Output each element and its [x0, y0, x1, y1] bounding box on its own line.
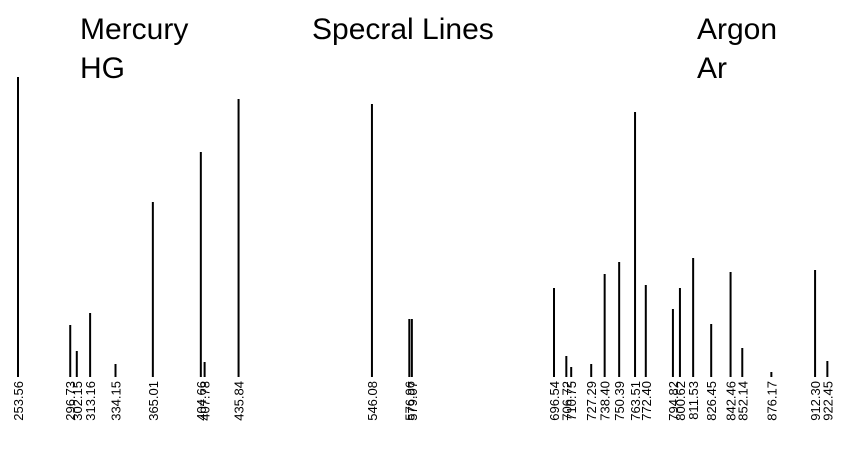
argon-group-symbol: Ar	[697, 52, 727, 85]
chart-title: Specral Lines	[312, 13, 494, 46]
mercury-group-name: Mercury	[80, 13, 188, 46]
tick-label-842-46: 842.46	[724, 381, 739, 421]
tick-label-794-82: 794.82	[666, 381, 681, 421]
argon-group-name: Argon	[697, 13, 777, 46]
tick-label-710-75: 710.75	[564, 381, 579, 421]
tick-label-811-53: 811.53	[686, 381, 701, 420]
tick-label-772-40: 772.40	[639, 381, 654, 421]
mercury-group-symbol: HG	[80, 52, 125, 85]
tick-label-576-96: 576.96	[402, 381, 417, 421]
tick-label-876-17: 876.17	[764, 381, 779, 421]
tick-label-922-45: 922.45	[820, 381, 835, 421]
tick-label-727-29: 727.29	[584, 381, 599, 421]
tick-label-826-45: 826.45	[704, 381, 719, 421]
tick-label-435-84: 435.84	[232, 381, 247, 421]
tick-label-852-14: 852.14	[735, 381, 750, 421]
tick-label-912-30: 912.30	[808, 381, 823, 421]
tick-label-579-07: 579.07	[405, 381, 420, 421]
tick-label-738-40: 738.40	[598, 381, 613, 421]
tick-label-404-66: 404.66	[194, 381, 209, 421]
tick-label-750-39: 750.39	[612, 381, 627, 421]
tick-label-800-62: 800.62	[673, 381, 688, 421]
tick-label-407-78: 407.78	[198, 381, 213, 421]
tick-label-763-51: 763.51	[628, 381, 643, 421]
tick-label-313-16: 313.16	[83, 381, 98, 421]
tick-label-302-15: 302.15	[70, 381, 85, 421]
tick-label-706-72: 706.72	[559, 381, 574, 421]
tick-label-546-08: 546.08	[365, 381, 380, 421]
tick-label-253-56: 253.56	[11, 381, 26, 421]
tick-label-296-73: 296.73	[63, 381, 78, 421]
tick-label-365-01: 365.01	[146, 381, 161, 421]
tick-label-334-15: 334.15	[109, 381, 124, 421]
tick-label-696-54: 696.54	[547, 381, 562, 421]
